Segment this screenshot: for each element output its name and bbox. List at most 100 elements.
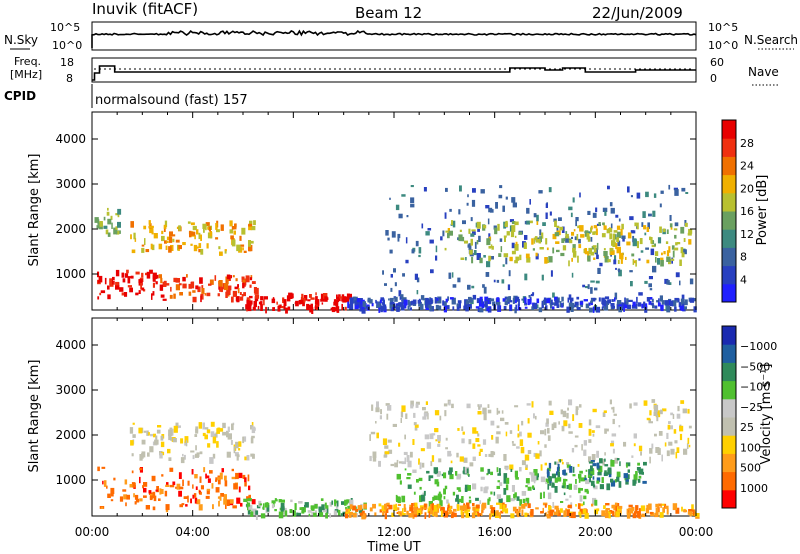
scatter-cell (396, 307, 400, 312)
scatter-cell (472, 294, 477, 300)
scatter-cell (204, 434, 208, 440)
scatter-cell (527, 432, 532, 438)
scatter-cell (468, 228, 471, 234)
scatter-cell (433, 495, 438, 500)
scatter-cell (435, 255, 438, 261)
scatter-cell (155, 281, 158, 285)
scatter-cell (666, 450, 670, 457)
scatter-cell (435, 304, 439, 310)
scatter-cell (604, 470, 607, 475)
scatter-cell (266, 504, 270, 512)
scatter-cell (512, 506, 517, 512)
scatter-cell (679, 425, 684, 432)
scatter-cell (101, 506, 104, 509)
scatter-cell (389, 302, 392, 309)
scatter-cell (403, 509, 406, 512)
colorbar-tick-label: 24 (740, 160, 754, 173)
scatter-cell (510, 498, 515, 502)
scatter-cell (546, 513, 551, 519)
scatter-cell (382, 511, 385, 516)
scatter-cell (516, 244, 519, 249)
scatter-cell (345, 296, 350, 303)
scatter-cell (684, 299, 688, 306)
scatter-cell (461, 511, 465, 519)
scatter-cell (152, 275, 156, 282)
scatter-cell (550, 506, 552, 512)
scatter-cell (481, 299, 483, 304)
scatter-cell (236, 244, 241, 252)
scatter-cell (592, 476, 595, 480)
scatter-cell (661, 252, 663, 256)
y-tick-label: 4000 (55, 132, 86, 146)
scatter-cell (514, 260, 518, 264)
scatter-cell (223, 283, 229, 291)
scatter-cell (249, 220, 253, 226)
scatter-cell (242, 436, 245, 444)
scatter-cell (480, 486, 483, 492)
scatter-cell (486, 307, 490, 312)
scatter-cell (547, 259, 550, 263)
scatter-cell (541, 274, 544, 281)
scatter-cell (583, 501, 585, 506)
scatter-cell (248, 485, 251, 491)
scatter-cell (310, 505, 315, 511)
scatter-cell (205, 495, 210, 499)
scatter-cell (596, 450, 599, 458)
scatter-cell (668, 298, 672, 302)
scatter-cell (610, 478, 614, 483)
scatter-cell (389, 298, 394, 304)
scatter-cell (376, 401, 379, 409)
scatter-cell (599, 484, 604, 490)
scatter-cell (407, 305, 410, 311)
scatter-cell (504, 236, 506, 242)
scatter-cell (635, 505, 639, 511)
scatter-cell (398, 511, 402, 514)
scatter-cell (215, 479, 218, 482)
scatter-cell (625, 479, 629, 482)
scatter-cell (149, 269, 153, 274)
scatter-cell (400, 305, 405, 311)
scatter-cell (618, 481, 622, 488)
scatter-cell (251, 422, 254, 427)
scatter-cell (566, 509, 570, 516)
scatter-cell (510, 468, 513, 472)
scatter-cell (379, 415, 382, 420)
scatter-cell (395, 494, 398, 501)
scatter-cell (106, 211, 110, 216)
scatter-cell (434, 297, 437, 304)
scatter-cell (194, 235, 196, 240)
scatter-cell (385, 230, 389, 236)
scatter-cell (662, 507, 665, 513)
scatter-cell (568, 206, 573, 211)
scatter-cell (603, 410, 607, 413)
scatter-cell (680, 298, 684, 305)
scatter-cell (122, 278, 126, 283)
scatter-cell (670, 412, 674, 416)
scatter-cell (180, 438, 184, 444)
scatter-cell (658, 298, 660, 305)
scatter-cell (627, 186, 630, 193)
scatter-cell (563, 420, 568, 427)
scatter-cell (459, 456, 464, 462)
scatter-cell (556, 227, 559, 233)
colorbar-segment (722, 326, 736, 345)
scatter-cell (225, 291, 228, 298)
scatter-cell (514, 243, 519, 251)
scatter-cell (460, 257, 465, 260)
scatter-cell (632, 258, 635, 265)
scatter-cell (97, 280, 100, 283)
scatter-cell (158, 274, 162, 279)
scatter-cell (175, 422, 179, 429)
scatter-cell (493, 279, 496, 283)
scatter-cell (649, 288, 653, 291)
colorbar-segment (722, 211, 736, 230)
scatter-cell (215, 487, 220, 493)
scatter-cell (515, 296, 520, 302)
scatter-cell (161, 474, 164, 477)
scatter-cell (563, 478, 566, 485)
scatter-cell (496, 279, 500, 283)
scatter-cell (590, 460, 595, 463)
scatter-cell (384, 503, 388, 510)
scatter-cell (382, 300, 385, 307)
scatter-cell (633, 443, 636, 447)
